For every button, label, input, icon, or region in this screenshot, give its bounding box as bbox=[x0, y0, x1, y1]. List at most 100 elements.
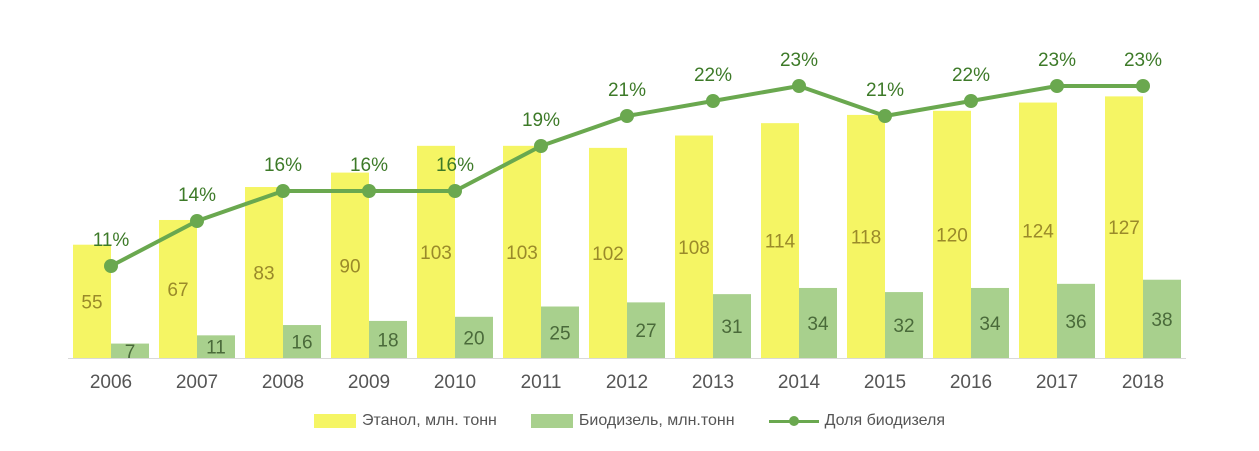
x-tick-label: 2016 bbox=[950, 372, 992, 393]
x-tick-label: 2013 bbox=[692, 372, 734, 393]
x-tick-label: 2007 bbox=[176, 372, 218, 393]
share-value-label: 16% bbox=[350, 155, 388, 176]
share-value-label: 16% bbox=[436, 155, 474, 176]
biodiesel-value-label: 25 bbox=[549, 323, 570, 344]
biodiesel-bar bbox=[197, 335, 235, 358]
share-value-label: 22% bbox=[694, 65, 732, 86]
ethanol-bar bbox=[675, 135, 713, 358]
biodiesel-value-label: 16 bbox=[291, 333, 312, 354]
biodiesel-value-label: 20 bbox=[463, 328, 484, 349]
biodiesel-bar bbox=[1057, 283, 1095, 358]
share-point bbox=[878, 109, 892, 123]
biodiesel-value-label: 31 bbox=[721, 317, 742, 338]
ethanol-bar bbox=[589, 147, 627, 358]
share-point bbox=[190, 214, 204, 228]
ethanol-bar bbox=[331, 172, 369, 358]
ethanol-bar bbox=[1105, 96, 1143, 358]
x-tick-label: 2008 bbox=[262, 372, 304, 393]
ethanol-value-label: 114 bbox=[765, 232, 796, 253]
share-point bbox=[1050, 79, 1064, 93]
share-point bbox=[534, 139, 548, 153]
biodiesel-value-label: 27 bbox=[635, 321, 656, 342]
ethanol-bar bbox=[847, 114, 885, 358]
ethanol-bar bbox=[1019, 102, 1057, 358]
share-point bbox=[276, 184, 290, 198]
legend-item-share: Доля биодизеля bbox=[768, 412, 946, 430]
biodiesel-bar bbox=[455, 316, 493, 358]
x-tick-label: 2017 bbox=[1036, 372, 1078, 393]
share-value-label: 23% bbox=[1038, 50, 1076, 71]
biodiesel-bar bbox=[111, 343, 149, 358]
ethanol-value-label: 127 bbox=[1108, 218, 1140, 239]
share-point bbox=[620, 109, 634, 123]
biodiesel-bar bbox=[283, 325, 321, 358]
biodiesel-bar bbox=[1143, 279, 1181, 358]
share-point bbox=[792, 79, 806, 93]
ethanol-value-label: 67 bbox=[167, 280, 188, 301]
share-point bbox=[362, 184, 376, 198]
biodiesel-value-label: 36 bbox=[1065, 312, 1086, 333]
share-value-label: 23% bbox=[780, 50, 818, 71]
share-value-label: 21% bbox=[866, 80, 904, 101]
ethanol-bar bbox=[761, 123, 799, 358]
ethanol-bar bbox=[933, 110, 971, 358]
share-point bbox=[104, 259, 118, 273]
biodiesel-value-label: 7 bbox=[125, 342, 136, 363]
legend-item-ethanol: Этанол, млн. тонн bbox=[313, 412, 497, 430]
ethanol-value-label: 103 bbox=[420, 243, 452, 264]
share-value-label: 23% bbox=[1124, 50, 1162, 71]
legend-swatch-ethanol bbox=[313, 414, 356, 428]
ethanol-bar bbox=[245, 187, 283, 358]
biodiesel-bar bbox=[369, 320, 407, 358]
x-tick-label: 2014 bbox=[778, 372, 821, 393]
ethanol-value-label: 124 bbox=[1022, 221, 1054, 242]
legend-swatch-share bbox=[768, 414, 819, 428]
legend-label-biodiesel: Биодизель, млн.тонн bbox=[578, 412, 735, 429]
biodiesel-value-label: 34 bbox=[979, 314, 1001, 335]
x-tick-label: 2012 bbox=[606, 372, 648, 393]
legend: Этанол, млн. тонн Биодизель, млн.тонн До… bbox=[0, 408, 1259, 434]
biodiesel-value-label: 11 bbox=[206, 338, 226, 359]
share-value-label: 19% bbox=[522, 110, 560, 131]
biodiesel-bar bbox=[713, 294, 751, 358]
legend-item-biodiesel: Биодизель, млн.тонн bbox=[530, 412, 735, 430]
share-value-label: 14% bbox=[178, 185, 216, 206]
biodiesel-bar bbox=[971, 287, 1009, 358]
share-value-label: 11% bbox=[93, 230, 130, 251]
share-point bbox=[964, 94, 978, 108]
biodiesel-bar bbox=[885, 292, 923, 358]
legend-label-ethanol: Этанол, млн. тонн bbox=[361, 412, 497, 429]
ethanol-value-label: 108 bbox=[678, 238, 710, 259]
x-tick-label: 2018 bbox=[1122, 372, 1164, 393]
legend-swatch-biodiesel bbox=[530, 414, 573, 428]
x-tick-label: 2015 bbox=[864, 372, 906, 393]
ethanol-value-label: 83 bbox=[253, 264, 274, 285]
ethanol-value-label: 102 bbox=[592, 244, 624, 265]
x-tick-label: 2010 bbox=[434, 372, 476, 393]
ethanol-value-label: 120 bbox=[936, 225, 968, 246]
share-value-label: 22% bbox=[952, 65, 990, 86]
biodiesel-value-label: 38 bbox=[1151, 310, 1172, 331]
share-point bbox=[1136, 79, 1150, 93]
biodiesel-bar bbox=[799, 287, 837, 358]
biodiesel-value-label: 32 bbox=[893, 316, 914, 337]
ethanol-bar bbox=[417, 145, 455, 358]
x-tick-label: 2006 bbox=[90, 372, 132, 393]
share-point bbox=[448, 184, 462, 198]
ethanol-bar bbox=[159, 219, 197, 358]
share-value-label: 21% bbox=[608, 80, 646, 101]
biodiesel-value-label: 34 bbox=[807, 314, 829, 335]
x-tick-label: 2011 bbox=[521, 372, 562, 393]
ethanol-bar bbox=[503, 145, 541, 358]
legend-label-share: Доля биодизеля bbox=[824, 412, 946, 429]
ethanol-value-label: 90 bbox=[339, 256, 360, 277]
ethanol-value-label: 103 bbox=[506, 243, 538, 264]
biodiesel-bar bbox=[541, 306, 579, 358]
ethanol-value-label: 55 bbox=[81, 292, 102, 313]
share-value-label: 16% bbox=[264, 155, 302, 176]
biodiesel-bar bbox=[627, 302, 665, 358]
biodiesel-value-label: 18 bbox=[377, 330, 398, 351]
ethanol-value-label: 118 bbox=[851, 227, 881, 248]
